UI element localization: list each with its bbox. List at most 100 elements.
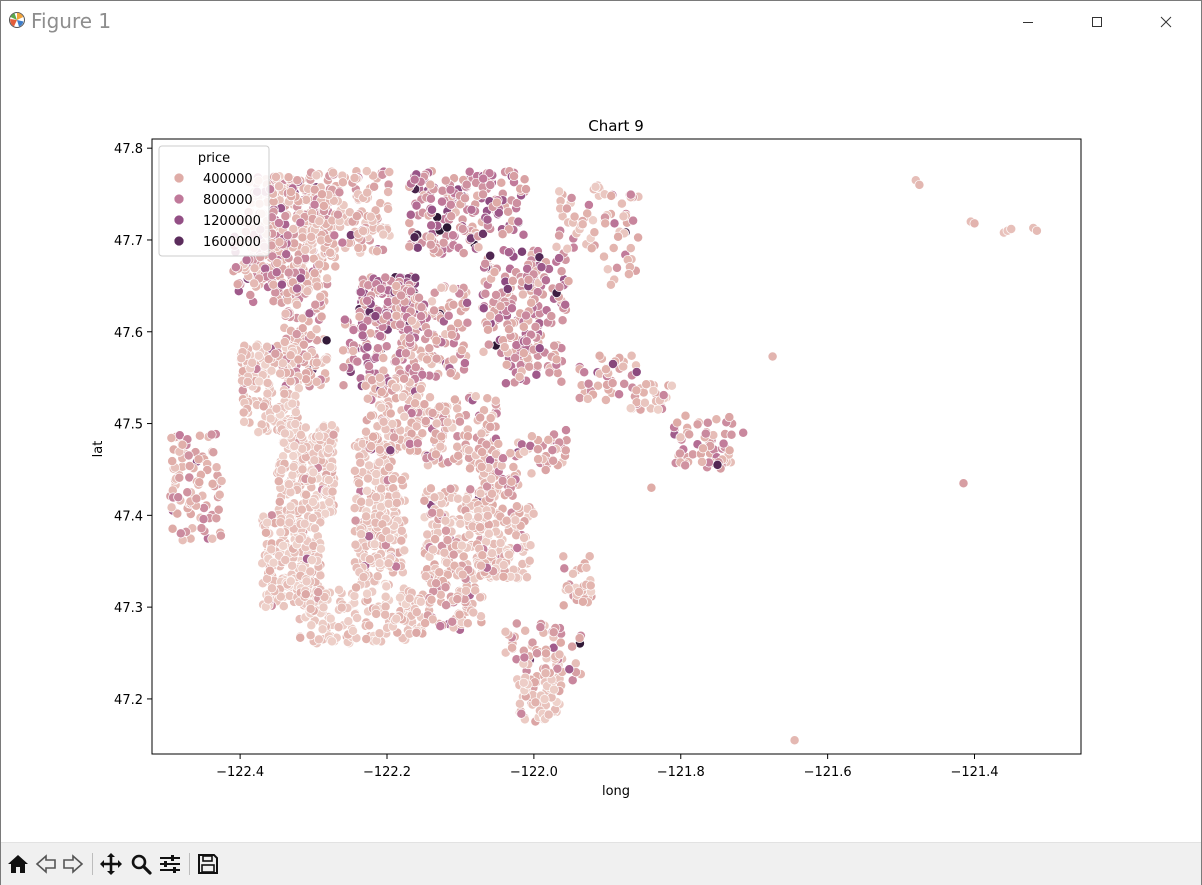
scatter-point bbox=[383, 203, 394, 214]
scatter-point bbox=[307, 555, 317, 566]
scatter-point bbox=[313, 634, 324, 645]
scatter-point bbox=[288, 451, 299, 461]
scatter-point bbox=[475, 488, 486, 499]
scatter-point bbox=[364, 460, 375, 471]
scatter-point bbox=[262, 378, 273, 388]
scatter-point bbox=[543, 709, 554, 720]
scatter-point bbox=[549, 340, 560, 351]
scatter-point bbox=[461, 494, 472, 505]
magnifier-icon bbox=[131, 854, 152, 875]
scatter-point bbox=[518, 229, 529, 240]
scatter-point bbox=[310, 299, 321, 310]
home-button[interactable] bbox=[6, 852, 30, 876]
scatter-point bbox=[211, 462, 222, 473]
scatter-point bbox=[493, 207, 504, 218]
scatter-point bbox=[374, 628, 385, 639]
scatter-point bbox=[249, 278, 260, 289]
scatter-point bbox=[326, 420, 337, 431]
scatter-point bbox=[549, 684, 559, 695]
legend-label-0: 400000 bbox=[203, 172, 253, 187]
scatter-point bbox=[613, 231, 624, 242]
scatter-point bbox=[541, 648, 551, 659]
scatter-point bbox=[452, 594, 463, 605]
scatter-point bbox=[352, 356, 363, 367]
save-button[interactable] bbox=[196, 852, 220, 876]
scatter-point bbox=[425, 483, 436, 494]
scatter-point bbox=[358, 572, 369, 583]
scatter-point bbox=[338, 362, 349, 373]
close-button[interactable] bbox=[1143, 1, 1189, 43]
back-button[interactable] bbox=[34, 852, 58, 876]
scatter-point bbox=[619, 378, 630, 389]
configure-subplots-button[interactable] bbox=[158, 852, 182, 876]
forward-arrow-icon bbox=[63, 854, 84, 874]
scatter-point bbox=[391, 613, 402, 624]
scatter-point bbox=[405, 286, 416, 297]
scatter-point bbox=[396, 475, 407, 486]
scatter-point bbox=[422, 354, 433, 365]
scatter-point bbox=[476, 461, 487, 472]
scatter-point bbox=[365, 211, 376, 222]
scatter-point bbox=[482, 393, 493, 404]
scatter-point bbox=[313, 587, 324, 598]
title-bar[interactable]: Figure 1 bbox=[1, 1, 1201, 43]
scatter-point bbox=[388, 473, 398, 484]
scatter-point bbox=[625, 189, 636, 200]
scatter-point bbox=[449, 394, 460, 405]
scatter-point bbox=[633, 232, 644, 243]
scatter-point bbox=[309, 268, 320, 279]
scatter-point bbox=[914, 179, 925, 190]
scatter-point bbox=[544, 367, 555, 378]
scatter-point bbox=[266, 544, 277, 555]
pan-button[interactable] bbox=[99, 852, 123, 876]
scatter-point bbox=[272, 258, 283, 268]
scatter-point bbox=[574, 393, 585, 403]
scatter-point bbox=[351, 582, 362, 593]
scatter-point bbox=[366, 441, 377, 452]
scatter-point bbox=[514, 371, 525, 382]
scatter-point bbox=[355, 287, 366, 298]
scatter-point bbox=[459, 358, 470, 369]
scatter-point bbox=[166, 502, 177, 513]
scatter-point bbox=[370, 311, 381, 322]
scatter-point bbox=[462, 618, 473, 629]
scatter-point bbox=[411, 607, 422, 618]
scatter-point bbox=[485, 250, 496, 261]
scatter-point bbox=[325, 462, 336, 472]
scatter-point bbox=[279, 337, 290, 347]
scatter-point bbox=[338, 380, 349, 391]
scatter-point bbox=[616, 198, 627, 209]
scatter-point bbox=[483, 324, 493, 335]
scatter-point bbox=[423, 328, 434, 339]
scatter-point bbox=[477, 447, 488, 458]
scatter-point bbox=[404, 593, 415, 604]
scatter-point bbox=[427, 204, 437, 215]
maximize-button[interactable] bbox=[1074, 1, 1120, 43]
figure-canvas[interactable]: −122.4 −122.2 −122.0 −121.8 −121.6 −121.4 47.… bbox=[1, 43, 1201, 841]
scatter-point bbox=[206, 429, 217, 440]
scatter-point bbox=[445, 199, 456, 210]
scatter-point bbox=[524, 361, 535, 372]
scatter-point bbox=[517, 246, 527, 257]
scatter-point bbox=[442, 535, 453, 546]
scatter-point bbox=[470, 391, 481, 402]
forward-button[interactable] bbox=[61, 852, 85, 876]
scatter-point bbox=[509, 171, 519, 182]
scatter-point bbox=[330, 261, 341, 272]
scatter-point bbox=[369, 539, 380, 550]
scatter-point bbox=[445, 368, 456, 379]
scatter-point bbox=[969, 218, 980, 229]
minimize-button[interactable] bbox=[1005, 1, 1051, 43]
scatter-point bbox=[404, 333, 415, 344]
scatter-point bbox=[361, 511, 372, 522]
floppy-disk-icon bbox=[198, 854, 218, 874]
scatter-point bbox=[556, 376, 567, 387]
scatter-point bbox=[282, 230, 293, 241]
scatter-point bbox=[454, 609, 465, 620]
scatter-point bbox=[354, 478, 364, 489]
scatter-point bbox=[314, 259, 325, 270]
scatter-point bbox=[548, 627, 559, 638]
scatter-point bbox=[608, 243, 619, 253]
zoom-button[interactable] bbox=[129, 852, 153, 876]
scatter-point bbox=[295, 632, 306, 643]
